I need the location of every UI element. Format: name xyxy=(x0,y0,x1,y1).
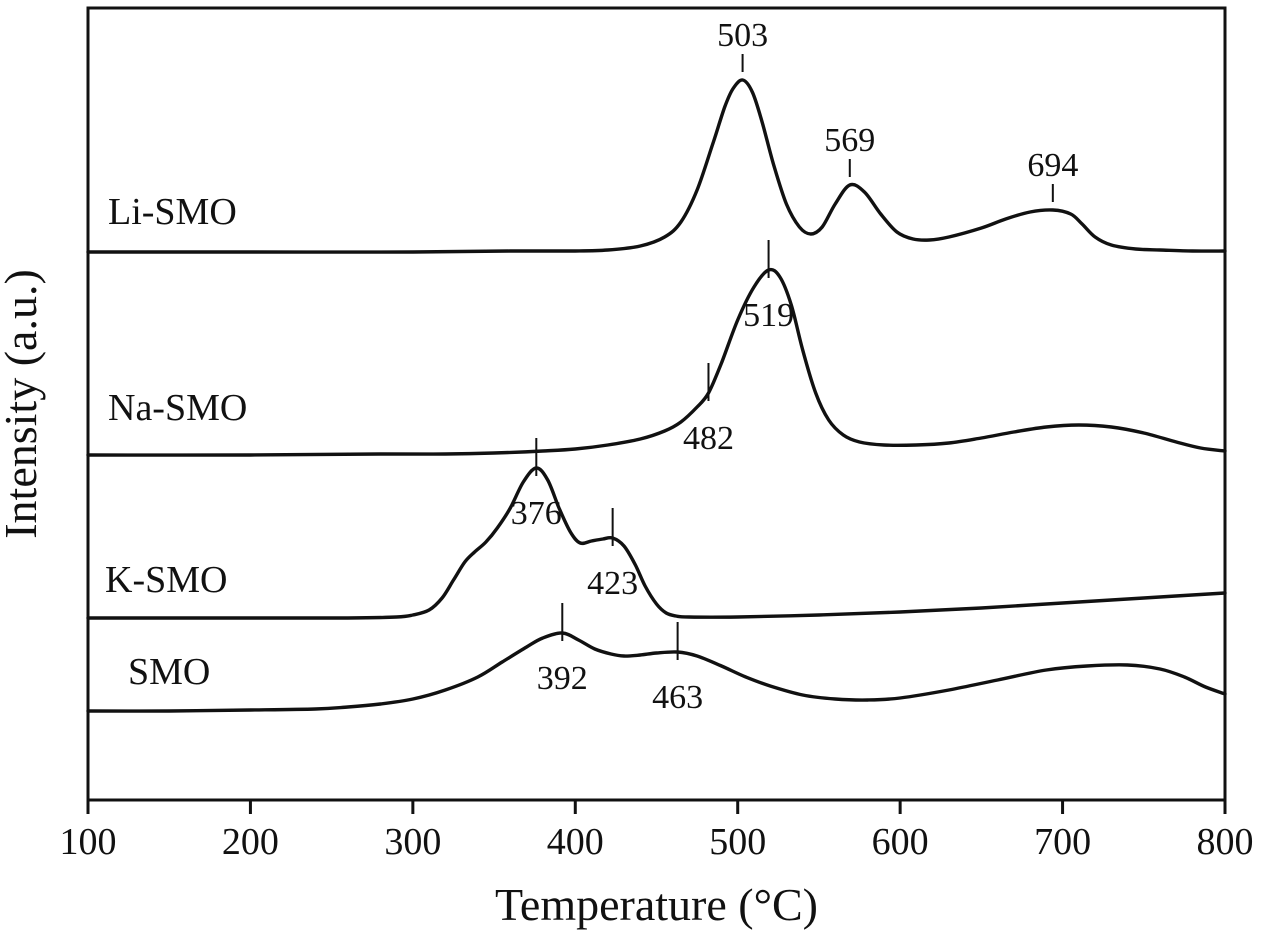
curve-na-smo xyxy=(86,267,1227,457)
series-label-smo: SMO xyxy=(128,651,210,693)
x-tick-label: 600 xyxy=(872,821,929,863)
curve-k-smo xyxy=(86,466,1227,620)
peak-label-503: 503 xyxy=(717,17,768,54)
peak-label-463: 463 xyxy=(652,679,703,716)
peak-label-694: 694 xyxy=(1027,147,1078,184)
plot-box xyxy=(86,6,1227,802)
peak-label-392: 392 xyxy=(537,660,588,697)
x-tick-label: 100 xyxy=(60,821,117,863)
peak-label-519: 519 xyxy=(743,297,794,334)
x-tick-label: 300 xyxy=(384,821,441,863)
x-tick-label: 700 xyxy=(1034,821,1091,863)
x-tick-label: 800 xyxy=(1197,821,1254,863)
peak-label-569: 569 xyxy=(824,122,875,159)
peak-label-423: 423 xyxy=(587,565,638,602)
y-axis-title: Intensity (a.u.) xyxy=(0,269,46,539)
series-label-li-smo: Li-SMO xyxy=(108,191,237,233)
x-axis-title: Temperature (°C) xyxy=(495,879,818,930)
x-tick-label: 200 xyxy=(222,821,279,863)
curve-li-smo xyxy=(86,78,1227,254)
peak-label-376: 376 xyxy=(511,495,562,532)
curve-smo xyxy=(86,631,1227,713)
series-label-na-smo: Na-SMO xyxy=(108,387,247,429)
series-label-k-smo: K-SMO xyxy=(105,559,227,601)
x-tick-label: 500 xyxy=(709,821,766,863)
x-tick-label: 400 xyxy=(547,821,604,863)
peak-label-482: 482 xyxy=(683,420,734,457)
